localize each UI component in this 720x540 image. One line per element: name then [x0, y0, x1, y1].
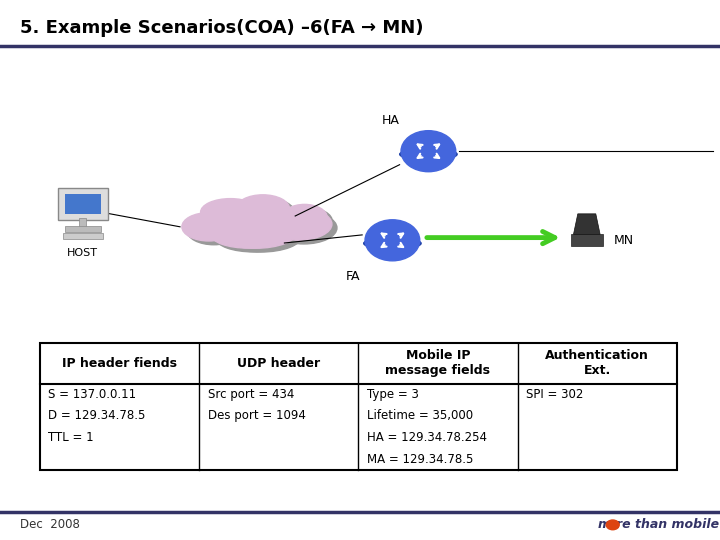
Ellipse shape [211, 221, 286, 248]
Text: m: m [598, 518, 611, 531]
Text: HA: HA [382, 114, 400, 127]
Ellipse shape [241, 199, 294, 227]
Text: FA: FA [346, 270, 360, 283]
Text: IP header fiends: IP header fiends [62, 357, 176, 370]
Text: HOST: HOST [67, 248, 99, 259]
Text: 5. Example Scenarios(COA) –6(FA → MN): 5. Example Scenarios(COA) –6(FA → MN) [20, 19, 423, 37]
Polygon shape [574, 214, 600, 234]
FancyBboxPatch shape [79, 218, 86, 228]
Text: D = 129.34.78.5: D = 129.34.78.5 [48, 409, 145, 422]
Text: Authentication
Ext.: Authentication Ext. [545, 349, 649, 377]
Text: Des port = 1094: Des port = 1094 [207, 409, 305, 422]
Circle shape [606, 520, 619, 530]
FancyBboxPatch shape [40, 343, 677, 470]
Text: Src port = 434: Src port = 434 [207, 388, 294, 401]
Text: UDP header: UDP header [237, 357, 320, 370]
Text: Lifetime = 35,000: Lifetime = 35,000 [366, 409, 473, 422]
Text: Type = 3: Type = 3 [366, 388, 419, 401]
Text: HA = 129.34.78.254: HA = 129.34.78.254 [366, 431, 487, 444]
Ellipse shape [219, 220, 302, 252]
Ellipse shape [282, 204, 328, 231]
Ellipse shape [401, 131, 456, 172]
Text: TTL = 1: TTL = 1 [48, 431, 94, 444]
Text: SPI = 302: SPI = 302 [526, 388, 583, 401]
FancyBboxPatch shape [58, 188, 108, 220]
Ellipse shape [215, 216, 297, 248]
FancyBboxPatch shape [63, 233, 103, 239]
Ellipse shape [400, 148, 457, 160]
Ellipse shape [236, 195, 289, 223]
Ellipse shape [216, 226, 291, 252]
Ellipse shape [271, 212, 337, 244]
Ellipse shape [365, 220, 420, 261]
Text: MA = 129.34.78.5: MA = 129.34.78.5 [366, 453, 473, 465]
Text: Mobile IP
message fields: Mobile IP message fields [385, 349, 490, 377]
Ellipse shape [364, 238, 421, 249]
FancyBboxPatch shape [65, 226, 101, 232]
Text: MN: MN [614, 234, 634, 247]
Ellipse shape [206, 202, 265, 230]
Text: S = 137.0.0.11: S = 137.0.0.11 [48, 388, 136, 401]
Ellipse shape [201, 199, 260, 226]
Ellipse shape [287, 208, 333, 235]
FancyBboxPatch shape [65, 194, 101, 214]
Text: Dec  2008: Dec 2008 [20, 518, 80, 531]
Ellipse shape [266, 208, 332, 240]
Ellipse shape [187, 217, 240, 245]
Ellipse shape [182, 213, 235, 241]
Text: re than mobile: re than mobile [616, 518, 719, 531]
FancyBboxPatch shape [571, 234, 603, 246]
